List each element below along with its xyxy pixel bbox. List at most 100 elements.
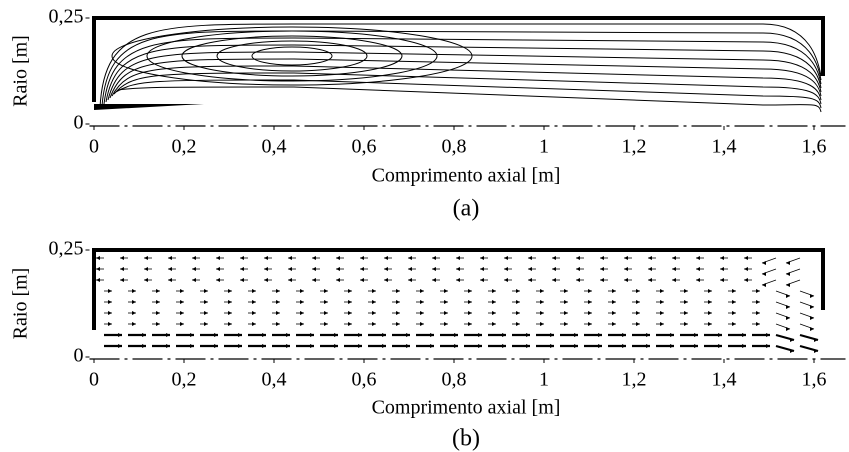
vector-head — [648, 256, 652, 260]
vector-head — [238, 333, 242, 337]
vector-head — [180, 300, 184, 304]
vector-head — [492, 300, 496, 304]
vector-head — [720, 278, 724, 282]
vector-head — [612, 289, 616, 293]
vector-head — [756, 322, 760, 326]
vector-head — [166, 333, 170, 337]
vector-head — [384, 267, 388, 271]
vector-head — [156, 322, 160, 326]
vector-head — [288, 278, 292, 282]
vector-head — [766, 344, 770, 348]
vector-head — [492, 289, 496, 293]
vector-head — [336, 278, 340, 282]
x-tick-label: 1,2 — [622, 136, 647, 158]
vector-head — [540, 300, 544, 304]
vector-head — [624, 256, 628, 260]
x-tick-label: 0,4 — [262, 136, 287, 158]
y-tick-label: 0 — [74, 345, 84, 367]
x-tick-label: 1,4 — [712, 369, 737, 391]
vector-head — [286, 344, 290, 348]
vector-head — [636, 322, 640, 326]
y-tick-label: 0 — [74, 112, 84, 134]
vector-head — [214, 333, 218, 337]
vector-head — [622, 344, 626, 348]
vector-head — [264, 267, 268, 271]
vector-head — [810, 316, 814, 320]
vector-head — [744, 278, 748, 282]
vector-head — [762, 272, 766, 276]
vector-head — [684, 289, 688, 293]
vector-head — [420, 322, 424, 326]
vector-head — [420, 311, 424, 315]
x-tick-label: 0,2 — [172, 136, 197, 158]
vector-head — [742, 333, 746, 337]
x-tick-label: 1,6 — [802, 369, 827, 391]
vector-head — [718, 333, 722, 337]
vector-head — [684, 311, 688, 315]
vector-head — [348, 289, 352, 293]
vector-head — [300, 311, 304, 315]
vector-head — [108, 289, 112, 293]
vector-head — [612, 322, 616, 326]
vector-head — [240, 267, 244, 271]
vector-head — [454, 333, 458, 337]
vector-head — [786, 305, 790, 309]
vector-head — [358, 333, 362, 337]
vector-head — [528, 256, 532, 260]
vector-head — [540, 311, 544, 315]
vector-head — [670, 344, 674, 348]
vector-head — [444, 322, 448, 326]
vector-head — [310, 344, 314, 348]
vector-head — [408, 256, 412, 260]
vector-head — [310, 333, 314, 337]
vector-head — [432, 278, 436, 282]
vector-head — [516, 300, 520, 304]
vector-head — [240, 256, 244, 260]
vector-head — [276, 311, 280, 315]
vector-head — [550, 344, 554, 348]
vector-head — [382, 333, 386, 337]
streamline — [117, 86, 822, 113]
vector-head — [262, 333, 266, 337]
vector-head — [156, 311, 160, 315]
vector-head — [406, 344, 410, 348]
vector-head — [564, 300, 568, 304]
vector-head — [228, 311, 232, 315]
vector-head — [646, 344, 650, 348]
vector-head — [276, 300, 280, 304]
vector-head — [744, 256, 748, 260]
y-tick-label: 0,25 — [49, 238, 84, 260]
x-tick-label: 1,2 — [622, 369, 647, 391]
vector-head — [420, 289, 424, 293]
vector-head — [286, 333, 290, 337]
vector-head — [492, 311, 496, 315]
vector-head — [312, 256, 316, 260]
vector-head — [336, 267, 340, 271]
vector-head — [732, 300, 736, 304]
vector-head — [168, 256, 172, 260]
vector-head — [324, 289, 328, 293]
x-tick-label: 1,4 — [712, 136, 737, 158]
vector-head — [214, 344, 218, 348]
vector-head — [142, 333, 146, 337]
vector-head — [588, 311, 592, 315]
vector-head — [120, 267, 124, 271]
vector-head — [622, 333, 626, 337]
vector-head — [672, 278, 676, 282]
vector-head — [372, 311, 376, 315]
vector-head — [516, 289, 520, 293]
recirculation-loop — [251, 46, 333, 66]
vector-head — [216, 278, 220, 282]
vector-head — [288, 267, 292, 271]
x-axis-label: Comprimento axial [m] — [372, 397, 561, 419]
vector-head — [516, 311, 520, 315]
vector-head — [132, 289, 136, 293]
vector-head — [790, 338, 794, 342]
vector-head — [790, 349, 794, 353]
vector-head — [742, 344, 746, 348]
vector-head — [480, 267, 484, 271]
vector-head — [252, 300, 256, 304]
vector-head — [526, 333, 530, 337]
vector-head — [430, 344, 434, 348]
vector-head — [252, 322, 256, 326]
